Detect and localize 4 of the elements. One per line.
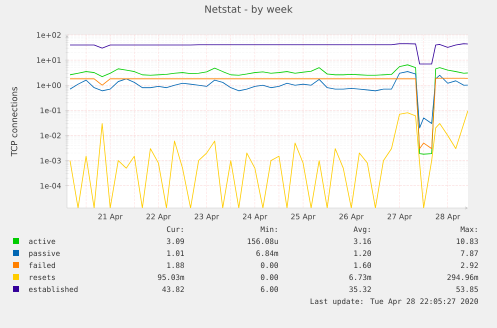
y-axis-title: TCP connections (10, 87, 18, 156)
line-series (70, 110, 468, 208)
chart-title: Netstat - by week (205, 5, 293, 15)
line-series (70, 71, 468, 128)
